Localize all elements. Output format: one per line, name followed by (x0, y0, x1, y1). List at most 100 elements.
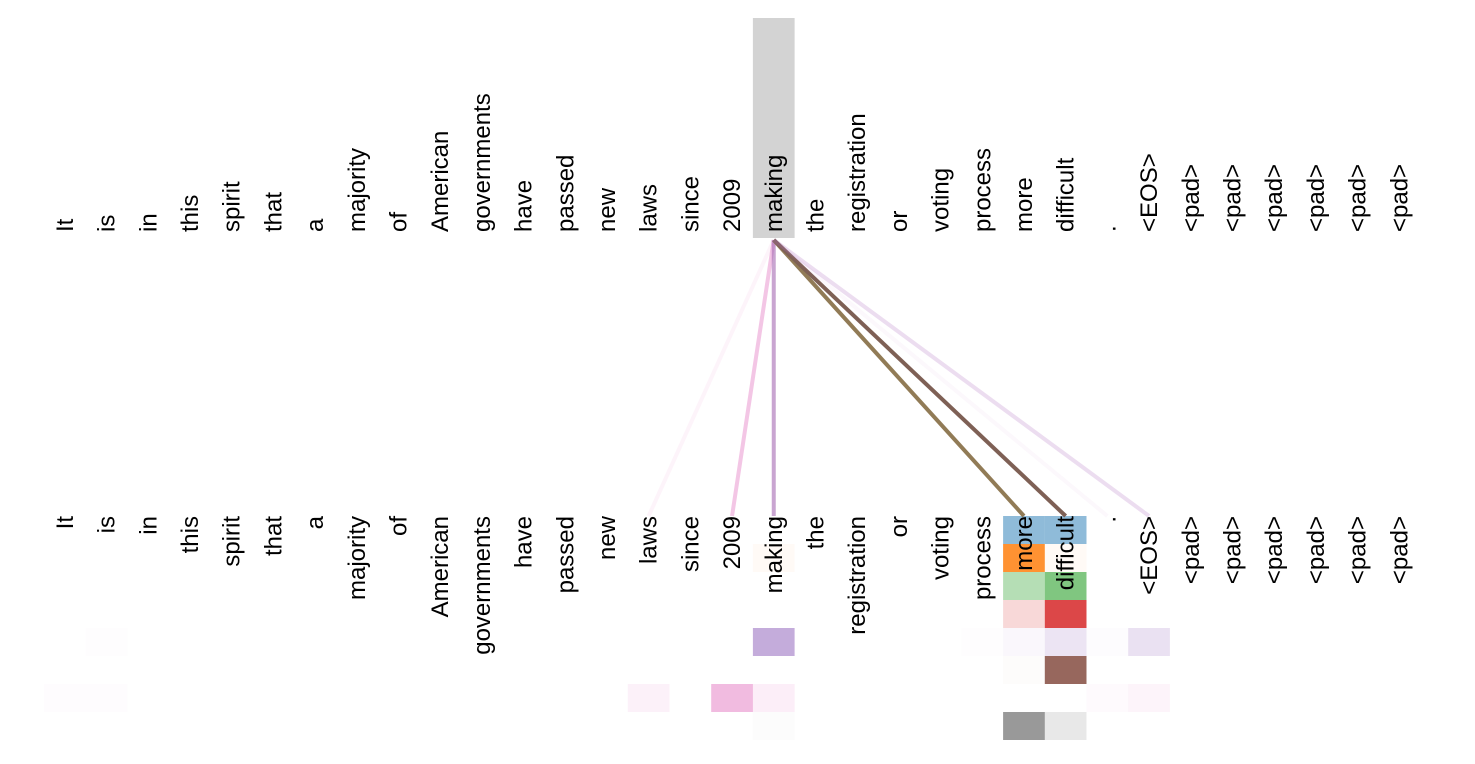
attention-cell-head-1-token-24 (1044, 544, 1087, 572)
right-token-4-spirit[interactable]: spirit (219, 516, 246, 567)
left-token-25-punct[interactable]: . (1094, 225, 1121, 232)
attention-line-to-token-26 (772, 238, 1151, 518)
attention-cell-head-6-token-14 (627, 684, 670, 712)
right-token-25-punct[interactable]: . (1094, 516, 1121, 523)
attention-cell-head-6-token-1 (86, 684, 128, 712)
left-token-10-governments[interactable]: governments (469, 93, 496, 232)
attention-cell-head-7-token-24 (1044, 712, 1087, 740)
left-token-18-the[interactable]: the (803, 199, 830, 232)
right-token-18-the[interactable]: the (803, 516, 830, 549)
left-token-28-pad[interactable]: <pad> (1220, 164, 1247, 232)
left-token-22-process[interactable]: process (969, 148, 996, 232)
attention-cell-head-4-token-22 (961, 628, 1003, 656)
attention-cell-head-4-token-1 (86, 628, 128, 656)
left-token-6-a[interactable]: a (302, 218, 329, 232)
right-token-column: It is in this spirit that a majority of American g… (52, 515, 1414, 654)
right-token-3-this[interactable]: this (177, 516, 204, 553)
left-token-1-is[interactable]: is (94, 215, 121, 232)
attention-cell-head-2-token-23 (1003, 572, 1045, 600)
left-token-29-pad[interactable]: <pad> (1261, 164, 1288, 232)
left-token-15-since[interactable]: since (677, 176, 704, 232)
right-token-32-pad[interactable]: <pad> (1386, 516, 1413, 584)
right-token-7-majority[interactable]: majority (344, 516, 371, 600)
right-token-13-new[interactable]: new (594, 515, 621, 560)
left-token-26-eos[interactable]: <EOS> (1136, 153, 1163, 232)
attention-cell-head-6-token-0 (44, 684, 86, 712)
attention-lines (646, 238, 1151, 518)
attention-cell-head-0-token-24 (1044, 516, 1087, 544)
left-token-7-majority[interactable]: majority (344, 148, 371, 232)
attention-cell-head-4-token-23 (1003, 628, 1045, 656)
left-token-11-have[interactable]: have (511, 180, 538, 232)
attention-cell-head-6-token-26 (1128, 684, 1170, 712)
left-token-3-this[interactable]: this (177, 195, 204, 232)
left-token-21-voting[interactable]: voting (928, 168, 955, 232)
attention-cell-head-1-token-23 (1003, 544, 1045, 572)
right-token-26-eos[interactable]: <EOS> (1136, 516, 1163, 595)
right-token-11-have[interactable]: have (511, 516, 538, 568)
left-token-4-spirit[interactable]: spirit (219, 181, 246, 232)
left-token-27-pad[interactable]: <pad> (1178, 164, 1205, 232)
attention-cell-head-7-token-17 (753, 712, 795, 740)
right-token-0-it[interactable]: It (52, 516, 79, 530)
attention-cell-head-5-token-23 (1003, 656, 1045, 684)
left-token-0-it[interactable]: It (52, 218, 79, 232)
left-token-14-laws[interactable]: laws (636, 184, 663, 232)
right-token-20-or[interactable]: or (886, 516, 913, 537)
right-token-21-voting[interactable]: voting (928, 516, 955, 580)
right-token-9-american[interactable]: American (427, 516, 454, 617)
left-token-24-difficult[interactable]: difficult (1053, 157, 1080, 232)
right-token-10-governments[interactable]: governments (469, 516, 496, 655)
right-token-27-pad[interactable]: <pad> (1178, 516, 1205, 584)
right-token-22-process[interactable]: process (969, 516, 996, 600)
attention-line-to-token-24 (772, 238, 1068, 518)
attention-cell-head-2-token-24 (1044, 572, 1087, 600)
left-token-13-new[interactable]: new (594, 187, 621, 232)
left-token-5-that[interactable]: that (260, 192, 287, 232)
right-token-12-passed[interactable]: passed (552, 516, 579, 593)
attention-cell-head-5-token-24 (1044, 656, 1087, 684)
right-token-28-pad[interactable]: <pad> (1220, 516, 1247, 584)
left-token-12-passed[interactable]: passed (552, 155, 579, 232)
left-token-31-pad[interactable]: <pad> (1345, 164, 1372, 232)
right-token-29-pad[interactable]: <pad> (1261, 516, 1288, 584)
right-token-31-pad[interactable]: <pad> (1345, 516, 1372, 584)
left-token-30-pad[interactable]: <pad> (1303, 164, 1330, 232)
left-token-2-in[interactable]: in (135, 213, 162, 232)
attention-cell-head-7-token-23 (1003, 712, 1045, 740)
right-token-8-of[interactable]: of (386, 516, 413, 536)
attention-cell-head-6-token-16 (711, 684, 753, 712)
right-token-16-2009[interactable]: 2009 (719, 516, 746, 569)
right-token-19-registration[interactable]: registration (844, 516, 871, 635)
right-token-30-pad[interactable]: <pad> (1303, 516, 1330, 584)
attention-line-to-token-25 (772, 238, 1109, 518)
right-token-15-since[interactable]: since (677, 516, 704, 572)
right-token-14-laws[interactable]: laws (636, 516, 663, 564)
left-token-9-american[interactable]: American (427, 131, 454, 232)
right-token-17-making[interactable]: making (761, 516, 788, 593)
left-token-19-registration[interactable]: registration (844, 113, 871, 232)
attention-cell-head-6-token-25 (1086, 684, 1129, 712)
right-token-24-difficult[interactable]: difficult (1053, 516, 1080, 591)
right-token-2-in[interactable]: in (135, 516, 162, 535)
attention-cell-head-3-token-23 (1003, 600, 1045, 628)
left-token-17-making[interactable]: making (761, 155, 788, 232)
right-token-23-more[interactable]: more (1011, 516, 1038, 571)
left-token-16-2009[interactable]: 2009 (719, 179, 746, 232)
left-token-8-of[interactable]: of (386, 212, 413, 232)
left-token-32-pad[interactable]: <pad> (1386, 164, 1413, 232)
attention-line-to-token-16 (730, 239, 776, 517)
attention-line-to-token-23 (772, 238, 1026, 518)
right-token-1-is[interactable]: is (94, 516, 121, 533)
left-token-column: It is in this spirit that a majority of American g… (52, 93, 1414, 232)
left-token-20-or[interactable]: or (886, 211, 913, 232)
right-token-6-a[interactable]: a (302, 515, 329, 529)
attention-cell-head-3-token-24 (1044, 600, 1087, 628)
attention-cell-head-0-token-23 (1003, 516, 1045, 544)
right-token-5-that[interactable]: that (260, 516, 287, 556)
query-token-highlight[interactable] (752, 18, 795, 238)
attention-cell-head-4-token-24 (1044, 628, 1087, 656)
left-token-23-more[interactable]: more (1011, 177, 1038, 232)
attention-cell-head-4-token-17 (752, 628, 795, 656)
